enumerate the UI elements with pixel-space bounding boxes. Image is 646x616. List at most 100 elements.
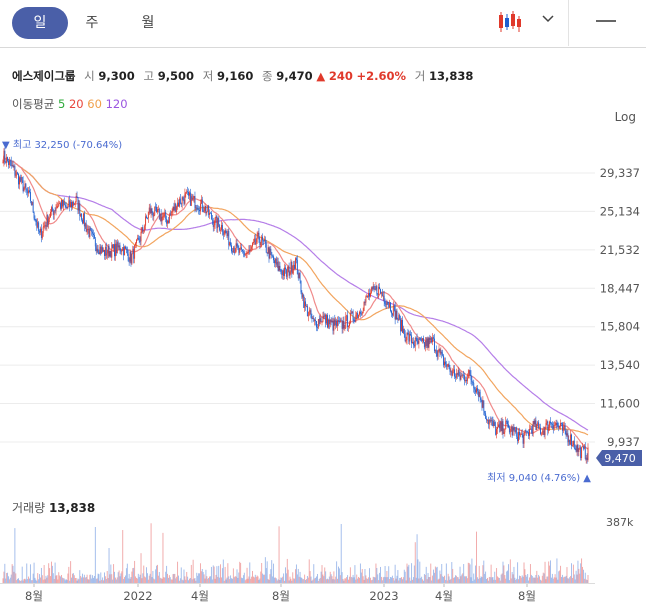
volume-bar	[473, 573, 475, 583]
volume-bar	[497, 576, 498, 583]
volume-bar	[348, 576, 350, 583]
candle-body	[166, 219, 168, 224]
volume-bar	[361, 569, 363, 583]
volume-bar	[423, 580, 424, 583]
log-scale-toggle[interactable]: Log	[614, 110, 636, 124]
volume-bar	[185, 579, 187, 583]
volume-bar	[295, 564, 297, 583]
candle-body	[418, 338, 420, 344]
volume-bar	[445, 563, 447, 583]
volume-bar	[56, 575, 58, 583]
volume-bar	[438, 578, 440, 583]
tab-weekly[interactable]: 주	[85, 15, 99, 31]
candle-body	[178, 198, 180, 207]
candle-body	[497, 427, 498, 429]
candle-body	[293, 264, 295, 271]
volume-bar	[566, 567, 568, 583]
tab-daily[interactable]: 일	[12, 7, 68, 39]
volume-bar	[50, 561, 52, 583]
candle-body	[320, 318, 322, 323]
candle-body	[551, 423, 553, 425]
candle-body	[124, 246, 126, 256]
candle-body	[8, 160, 9, 165]
candle-body	[381, 292, 383, 296]
candle-body	[434, 350, 436, 352]
candle-body	[146, 216, 147, 219]
candle-body	[359, 311, 361, 314]
tab-monthly[interactable]: 월	[141, 15, 155, 31]
candle-body	[348, 326, 349, 328]
candle-body	[324, 314, 326, 317]
chart-type-dropdown[interactable]	[536, 0, 560, 46]
candle-body	[585, 457, 587, 459]
volume-bar	[195, 580, 197, 583]
candle-body	[308, 311, 310, 316]
volume-bar	[435, 567, 437, 583]
candle-body	[406, 332, 408, 341]
volume-bar	[276, 580, 278, 583]
volume-bar	[474, 579, 476, 583]
volume-bar	[582, 566, 583, 583]
volume-bar	[542, 572, 544, 583]
volume-bar	[495, 579, 497, 583]
candle-body	[396, 310, 398, 320]
volume-bar	[268, 579, 270, 583]
candle-body	[107, 246, 109, 254]
candle-body	[180, 203, 182, 205]
volume-bar	[485, 571, 487, 583]
volume-bar	[385, 577, 387, 583]
volume-bar	[200, 571, 202, 583]
candle-body	[455, 376, 456, 378]
menu-button[interactable]	[588, 0, 628, 46]
volume-bar	[569, 577, 571, 583]
candle-body	[401, 320, 402, 332]
volume-bar	[65, 579, 67, 583]
volume-bar	[84, 577, 86, 583]
volume-bar	[391, 575, 393, 583]
volume-bar	[169, 577, 171, 583]
candle-body	[241, 247, 243, 250]
candle-body	[29, 190, 30, 193]
volume-bar	[83, 574, 85, 583]
candle-body	[199, 209, 200, 212]
price-chart[interactable]: 29,337 25,134 21,532 18,447 15,804 13,540 11,6…	[0, 122, 646, 616]
candle-body	[534, 420, 536, 425]
candle-body	[3, 150, 5, 163]
volume-bar	[375, 563, 377, 583]
volume-bar	[379, 572, 381, 583]
candle-body	[153, 215, 155, 217]
volume-bar	[7, 572, 9, 583]
volume-bar	[19, 580, 21, 583]
candle-body	[204, 205, 206, 211]
y-tick-label: 15,804	[600, 320, 640, 334]
volume-bar	[146, 567, 147, 583]
candle-body	[279, 265, 281, 271]
volume-bar	[480, 576, 482, 583]
current-price-label: 9,470	[604, 452, 636, 465]
volume-bar	[535, 574, 537, 583]
volume-bar	[215, 574, 217, 583]
volume-bar	[341, 572, 343, 583]
candle-body	[586, 457, 588, 461]
candle-body	[330, 319, 332, 323]
candle-body	[488, 419, 490, 425]
moving-average-legend[interactable]: 이동평균 5 20 60 120	[12, 96, 128, 112]
candle-body	[327, 315, 328, 328]
volume-bar	[33, 562, 35, 583]
volume-bar	[544, 561, 546, 583]
chart-type-button[interactable]	[492, 0, 528, 46]
volume-bar	[446, 580, 448, 583]
candle-body	[152, 213, 154, 217]
volume-bar	[543, 573, 545, 583]
volume-bar	[198, 573, 200, 583]
candle-body	[470, 374, 472, 380]
low-label: 저	[202, 69, 214, 83]
candle-body	[315, 319, 317, 322]
volume-bar	[67, 573, 69, 583]
candle-body	[282, 270, 284, 276]
candle-body	[433, 338, 435, 352]
chart-toolbar: 일 주 월	[0, 0, 646, 48]
volume-bar	[297, 568, 299, 583]
volume-bar	[221, 568, 223, 583]
volume-bar	[568, 578, 570, 583]
